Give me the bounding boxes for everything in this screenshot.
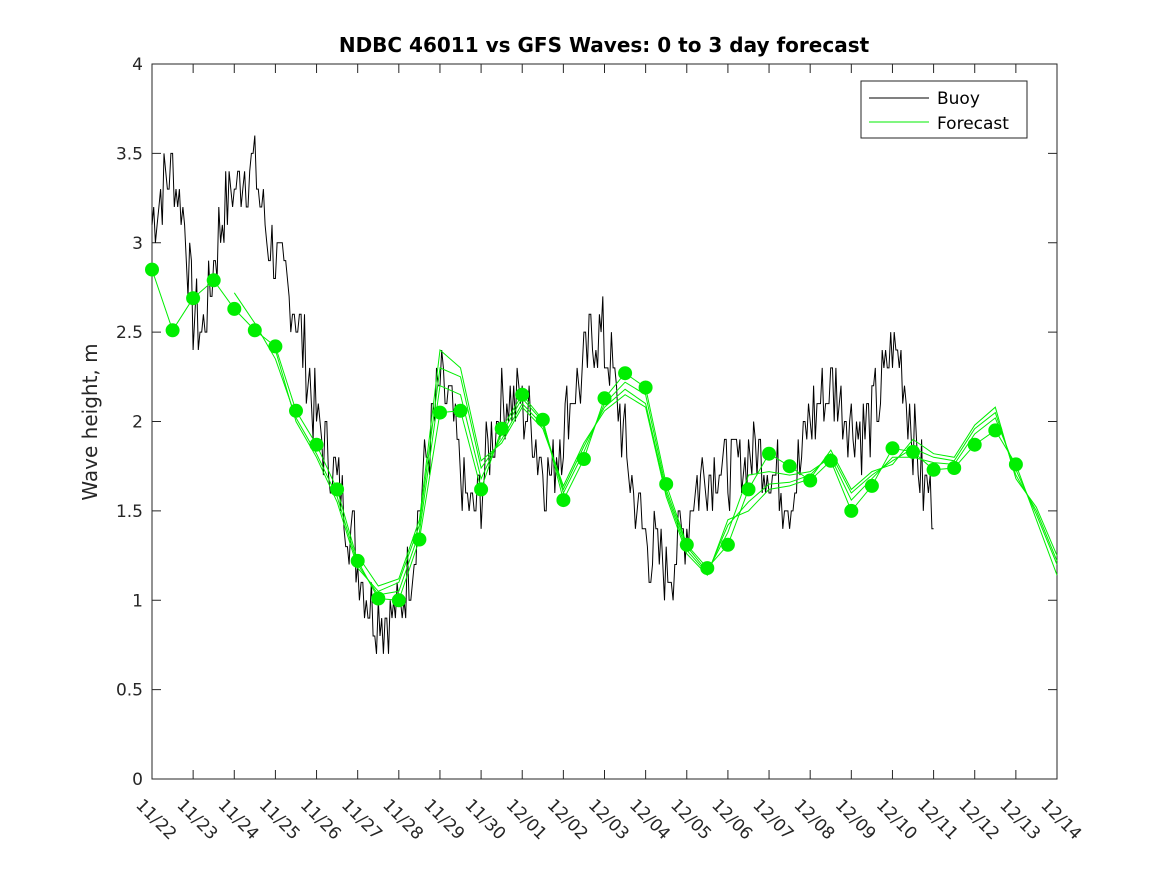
forecast-point: [391, 593, 406, 608]
forecast-point: [926, 462, 941, 477]
y-tick-label: 3.5: [116, 144, 143, 164]
x-tick-label: 12/05: [666, 795, 715, 844]
x-tick-label: 12/12: [954, 795, 1003, 844]
forecast-point: [227, 301, 242, 316]
x-tick-label: 11/26: [296, 795, 345, 844]
forecast-point: [741, 482, 756, 497]
chart-title: NDBC 46011 vs GFS Waves: 0 to 3 day fore…: [339, 33, 870, 57]
x-tick-label: 11/28: [378, 795, 427, 844]
x-tick-label: 12/04: [625, 795, 674, 844]
forecast-point: [885, 441, 900, 456]
x-tick-label: 12/07: [749, 795, 798, 844]
forecast-point: [268, 339, 283, 354]
y-tick-label: 0.5: [116, 681, 143, 701]
forecast-point: [433, 405, 447, 420]
y-tick-label: 2: [132, 413, 143, 433]
forecast-run-line-4: [357, 349, 1058, 587]
x-tick-label: 11/25: [255, 795, 304, 844]
forecast-point: [782, 459, 797, 474]
forecast-point: [823, 453, 838, 468]
forecast-point: [289, 403, 303, 418]
y-axis-label: Wave height, m: [78, 343, 102, 500]
forecast-run-line-3: [274, 349, 1058, 592]
forecast-point: [556, 493, 571, 508]
x-tick-label: 12/11: [913, 795, 962, 844]
y-tick-label: 2.5: [116, 323, 143, 343]
forecast-point: [309, 437, 324, 452]
forecast-point: [762, 446, 776, 461]
forecast-point: [371, 591, 386, 606]
x-tick-label: 12/14: [1036, 795, 1085, 844]
forecast-point: [165, 323, 180, 338]
forecast-point: [350, 553, 365, 568]
x-tick-label: 12/08: [790, 795, 839, 844]
forecast-point: [679, 537, 694, 552]
forecast-point: [864, 478, 879, 493]
forecast-point: [247, 323, 262, 338]
forecast-run-line-2: [233, 292, 1058, 596]
x-tick-label: 11/30: [461, 795, 510, 844]
forecast-point: [1008, 457, 1023, 472]
x-tick-label: 12/03: [584, 795, 633, 844]
forecast-point: [494, 421, 509, 436]
forecast-point: [988, 423, 1003, 438]
forecast-point: [186, 291, 201, 306]
legend-forecast-label: Forecast: [937, 114, 1009, 134]
forecast-point: [412, 532, 427, 547]
forecast-run-line-1: [151, 269, 1058, 601]
x-tick-label: 12/01: [502, 795, 551, 844]
forecast-point: [206, 273, 221, 288]
x-tick-label: 11/24: [214, 795, 263, 844]
forecast-point: [906, 444, 920, 459]
forecast-point: [453, 403, 468, 418]
forecast-point: [638, 380, 653, 395]
x-tick-label: 11/23: [173, 795, 222, 844]
x-tick-label: 12/06: [707, 795, 756, 844]
legend: Buoy Forecast: [860, 80, 1028, 139]
forecast-point: [700, 561, 715, 576]
forecast-point: [330, 482, 345, 497]
forecast-point: [576, 452, 591, 466]
legend-buoy-label: Buoy: [937, 89, 980, 109]
y-tick-label: 0: [132, 770, 143, 790]
legend-box: [860, 80, 1028, 139]
forecast-point: [597, 391, 612, 406]
y-tick-label: 3: [132, 234, 143, 254]
y-tick-label: 1.5: [116, 502, 143, 522]
forecast-point: [535, 412, 550, 427]
x-tick-label: 11/22: [131, 795, 180, 844]
forecast-point: [967, 437, 982, 452]
x-tick-label: 11/27: [337, 795, 386, 844]
x-tick-label: 11/29: [419, 795, 468, 844]
forecast-point: [803, 473, 818, 488]
forecast-point: [474, 482, 489, 497]
y-tick-label: 1: [132, 591, 143, 611]
forecast-point: [659, 477, 674, 492]
x-tick-label: 12/10: [872, 795, 921, 844]
x-tick-label: 12/09: [831, 795, 880, 844]
y-tick-label: 4: [132, 55, 143, 75]
buoy-series-line: [151, 135, 934, 654]
forecast-point: [844, 503, 859, 518]
axes-frame: [151, 63, 1058, 780]
forecast-point: [618, 366, 633, 381]
x-tick-label: 12/02: [543, 795, 592, 844]
forecast-point: [720, 537, 735, 552]
forecast-point: [947, 461, 962, 475]
plot-area: 00.511.522.533.5411/2211/2311/2411/2511/…: [116, 55, 1085, 844]
x-tick-label: 12/13: [995, 795, 1044, 844]
forecast-point: [145, 262, 159, 277]
forecast-point: [515, 387, 530, 402]
